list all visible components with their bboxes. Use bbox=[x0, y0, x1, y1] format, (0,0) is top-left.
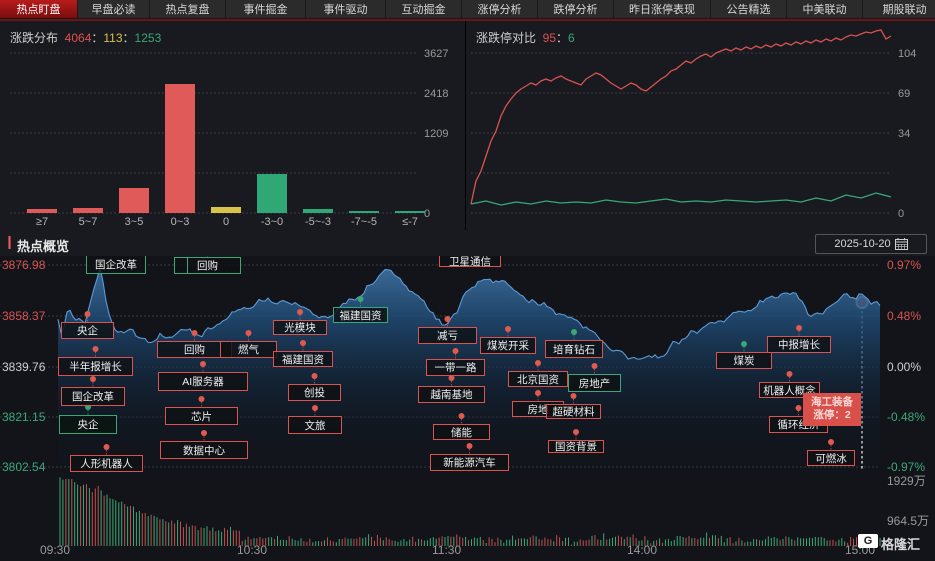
svg-text:2418: 2418 bbox=[424, 88, 448, 100]
svg-text:-7~-5: -7~-5 bbox=[351, 216, 377, 228]
svg-text:0: 0 bbox=[898, 208, 904, 220]
svg-text:34: 34 bbox=[898, 128, 910, 140]
svg-text:0: 0 bbox=[424, 208, 430, 220]
svg-text:≥7: ≥7 bbox=[36, 216, 48, 228]
svg-text:-3~0: -3~0 bbox=[261, 216, 283, 228]
svg-text:1209: 1209 bbox=[424, 128, 448, 140]
svg-text:-5~-3: -5~-3 bbox=[305, 216, 331, 228]
svg-text:≤-7: ≤-7 bbox=[402, 216, 418, 228]
svg-text:104: 104 bbox=[898, 48, 916, 60]
svg-text:0~3: 0~3 bbox=[171, 216, 190, 228]
svg-text:0: 0 bbox=[223, 216, 229, 228]
svg-text:5~7: 5~7 bbox=[79, 216, 98, 228]
svg-text:69: 69 bbox=[898, 88, 910, 100]
svg-text:3627: 3627 bbox=[424, 48, 448, 60]
svg-text:3~5: 3~5 bbox=[125, 216, 144, 228]
